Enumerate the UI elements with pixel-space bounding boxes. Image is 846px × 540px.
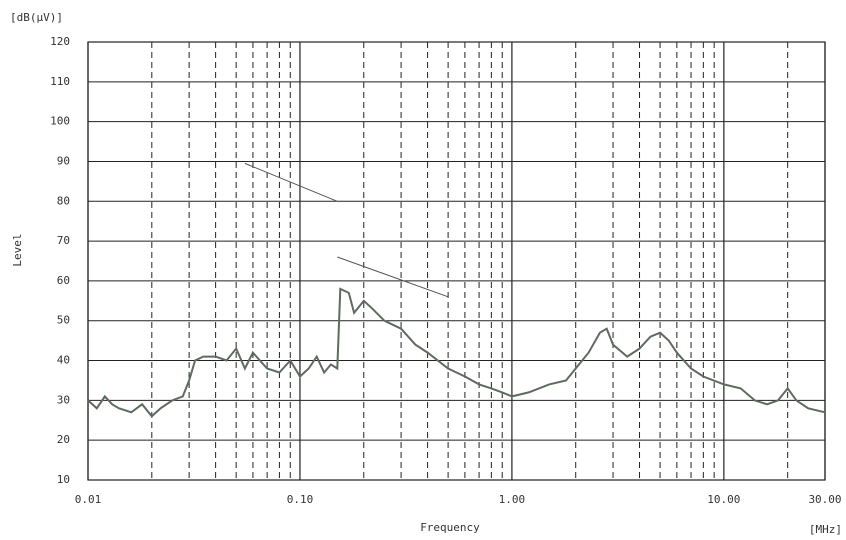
x-tick-label: 30.00 xyxy=(808,493,841,506)
x-axis-label: Frequency xyxy=(420,521,480,534)
x-tick-label: 0.01 xyxy=(75,493,102,506)
y-unit: [dB(µV)] xyxy=(10,11,63,24)
x-tick-label: 0.10 xyxy=(287,493,314,506)
x-unit: [MHz] xyxy=(809,523,842,536)
y-tick-label: 120 xyxy=(50,35,70,48)
y-tick-label: 70 xyxy=(57,234,70,247)
y-tick-label: 50 xyxy=(57,314,70,327)
y-tick-label: 10 xyxy=(57,473,70,486)
y-tick-label: 80 xyxy=(57,194,70,207)
x-tick-label: 1.00 xyxy=(499,493,526,506)
trace xyxy=(87,287,826,418)
y-tick-label: 110 xyxy=(50,75,70,88)
y-axis-label: Level xyxy=(11,233,24,266)
trace xyxy=(244,162,338,202)
y-tick-label: 40 xyxy=(57,354,70,367)
y-tick-label: 60 xyxy=(57,274,70,287)
trace xyxy=(337,256,449,298)
y-tick-label: 20 xyxy=(57,433,70,446)
y-tick-label: 30 xyxy=(57,393,70,406)
y-tick-label: 90 xyxy=(57,154,70,167)
x-tick-label: 10.00 xyxy=(707,493,740,506)
y-tick-label: 100 xyxy=(50,115,70,128)
